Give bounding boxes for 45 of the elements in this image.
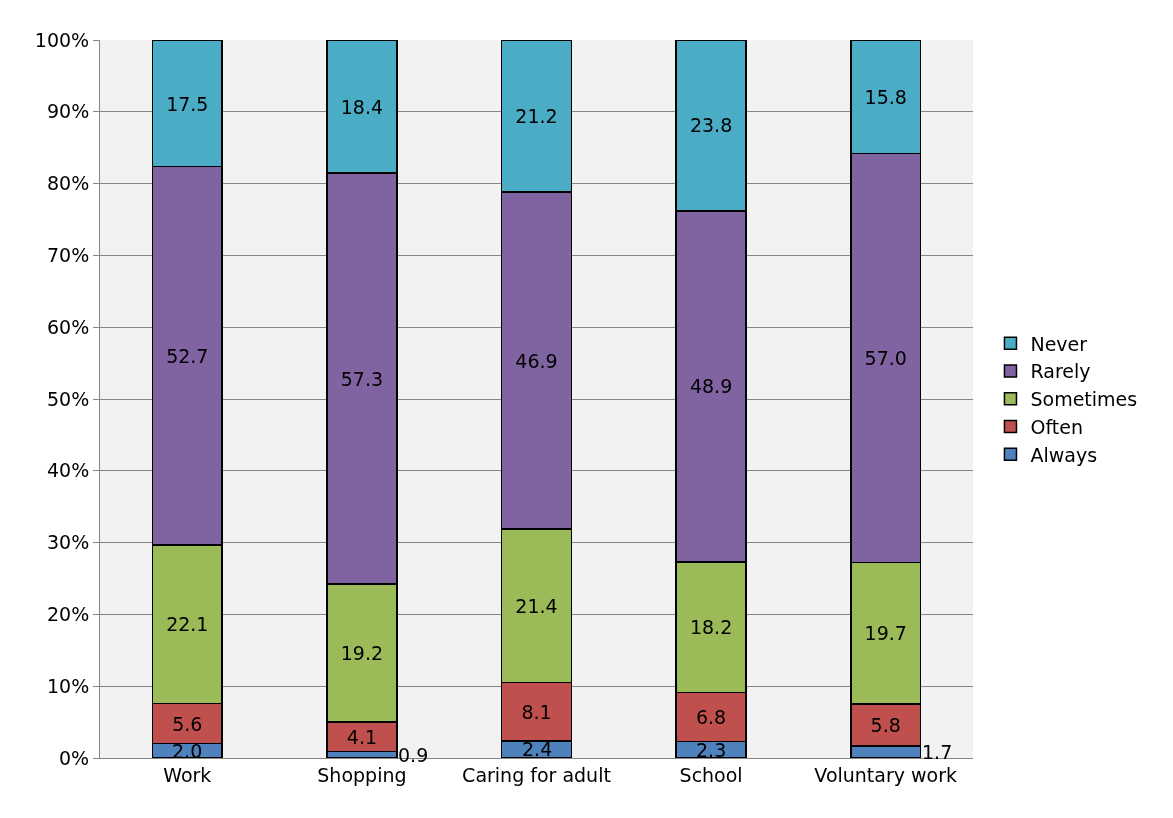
data-label: 15.8: [864, 85, 907, 108]
x-tick-label: Voluntary work: [814, 763, 958, 786]
data-label: 57.0: [864, 347, 907, 370]
data-label: 21.4: [515, 594, 558, 617]
y-tick-label: 60%: [46, 315, 90, 338]
data-label: 19.2: [340, 642, 384, 665]
data-label: 18.4: [340, 95, 384, 118]
data-label: 17.5: [166, 92, 209, 115]
data-label: 4.1: [346, 725, 378, 748]
y-tick-label: 40%: [46, 459, 90, 482]
legend-label: Sometimes: [1030, 388, 1138, 411]
y-tick-label: 90%: [46, 100, 90, 123]
data-label: 57.3: [340, 367, 384, 390]
y-tick-label: 50%: [46, 387, 90, 410]
data-label: 1.7: [922, 741, 953, 763]
y-tick-label: 70%: [46, 244, 90, 267]
y-tick-label: 30%: [46, 531, 90, 554]
data-label: 2.4: [522, 738, 553, 760]
data-label: 2.3: [696, 739, 727, 761]
data-label: 48.9: [689, 375, 733, 398]
legend-label: Rarely: [1030, 360, 1091, 383]
y-tick-label: 20%: [46, 603, 90, 626]
y-tick-label: 80%: [46, 172, 90, 195]
data-label: 46.9: [515, 349, 558, 372]
legend-label: Often: [1030, 415, 1083, 438]
x-tick-label: Caring for adult: [462, 763, 611, 786]
data-label: 22.1: [166, 613, 209, 636]
x-tick-label: School: [679, 763, 743, 786]
data-label: 18.2: [689, 616, 733, 639]
data-label: 19.7: [864, 622, 907, 645]
legend-label: Always: [1030, 443, 1098, 466]
data-label: 23.8: [689, 114, 733, 137]
y-tick-label: 100%: [34, 28, 90, 51]
data-label: 5.8: [870, 713, 901, 736]
data-label: 8.1: [521, 700, 552, 723]
y-tick-label: 10%: [46, 674, 90, 697]
data-label: 52.7: [166, 344, 209, 367]
x-tick-label: Work: [163, 763, 212, 786]
y-tick-label: 0%: [59, 746, 90, 769]
data-label: 21.2: [515, 105, 558, 128]
x-tick-label: Shopping: [317, 763, 407, 786]
data-label: 5.6: [172, 712, 203, 735]
legend-label: Never: [1030, 332, 1088, 355]
data-label: 0.9: [398, 744, 429, 766]
data-label: 6.8: [695, 706, 727, 729]
